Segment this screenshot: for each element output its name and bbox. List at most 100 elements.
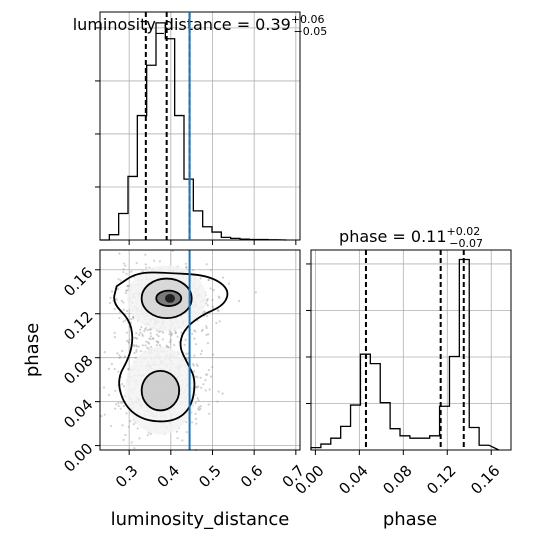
scatter-point	[191, 332, 194, 335]
phase-hist-xtick-label-1: 0.04	[335, 462, 371, 498]
scatter-point	[147, 342, 151, 345]
scatter-point	[208, 388, 211, 391]
scatter-point	[162, 331, 165, 334]
scatter-point	[149, 328, 152, 331]
scatter-point	[205, 326, 208, 330]
scatter-point	[103, 413, 106, 416]
scatter-point	[211, 298, 214, 302]
scatter-point	[211, 365, 214, 369]
scatter-point	[208, 412, 211, 415]
scatter-point	[125, 289, 128, 292]
scatter-point	[108, 301, 112, 305]
scatter-point	[119, 401, 122, 404]
scatter-point	[135, 337, 139, 340]
scatter-point	[145, 266, 148, 269]
scatter-point	[124, 264, 127, 267]
scatter-point	[116, 287, 120, 291]
scatter-point	[174, 331, 178, 334]
scatter-point	[110, 290, 114, 293]
scatter-point	[139, 331, 142, 334]
scatter-point	[175, 430, 179, 433]
scatter-point	[199, 405, 202, 408]
scatter-point	[217, 295, 220, 298]
phase-hist-frame	[310, 249, 512, 451]
scatter-point	[109, 424, 113, 428]
scatter-point	[146, 433, 149, 437]
scatter-ytick-label-3: 0.12	[60, 308, 96, 344]
scatter-point	[110, 363, 114, 366]
scatter-point	[118, 316, 121, 320]
scatter-point	[114, 403, 118, 406]
scatter-point	[152, 337, 155, 340]
scatter-point	[121, 382, 124, 386]
scatter-point	[192, 269, 195, 272]
density-contour-1	[140, 369, 181, 412]
scatter-point	[218, 296, 221, 299]
y-axis-label-phase: phase	[22, 323, 43, 377]
scatter-point	[127, 341, 130, 344]
scatter-point	[198, 408, 201, 412]
scatter-point	[216, 400, 219, 403]
scatter-point	[103, 351, 106, 354]
scatter-point	[196, 386, 199, 389]
scatter-point	[200, 349, 204, 353]
scatter-point	[133, 345, 136, 348]
scatter-point	[126, 285, 130, 288]
scatter-ytick-label-4: 0.16	[60, 264, 96, 300]
scatter-point	[135, 332, 138, 335]
scatter-xtick-label-2: 0.5	[195, 462, 225, 492]
scatter-point	[117, 278, 120, 281]
ld-hist-title-main: luminosity_distance = 0.39	[73, 15, 291, 35]
scatter-point	[132, 317, 135, 320]
scatter-point	[117, 370, 120, 373]
scatter-point	[155, 333, 159, 336]
scatter-point	[148, 266, 151, 269]
scatter-point	[125, 331, 128, 334]
scatter-point	[202, 383, 205, 386]
scatter-point	[157, 341, 160, 344]
scatter-point	[144, 263, 147, 266]
scatter-point	[254, 291, 257, 294]
scatter-point	[197, 399, 200, 402]
scatter-point	[217, 310, 220, 313]
scatter-point	[197, 407, 200, 410]
scatter-point	[150, 345, 153, 349]
scatter-point	[140, 325, 143, 329]
scatter-point	[146, 329, 149, 332]
scatter-point	[130, 318, 133, 321]
scatter-point	[191, 362, 195, 366]
scatter-point	[133, 336, 136, 339]
scatter-point	[136, 427, 139, 430]
scatter-point	[199, 352, 203, 356]
scatter-point	[113, 308, 116, 311]
scatter-point	[155, 340, 158, 343]
scatter-point	[185, 265, 188, 268]
scatter-point	[210, 375, 213, 378]
scatter-point	[158, 260, 161, 263]
scatter-point	[135, 261, 138, 265]
scatter-point	[127, 425, 130, 428]
scatter-point	[193, 329, 196, 332]
scatter-point	[153, 259, 156, 262]
scatter-point	[126, 289, 129, 292]
scatter-point	[200, 386, 203, 389]
scatter-point	[144, 328, 147, 331]
x-axis-label-phase: phase	[383, 509, 437, 530]
scatter-point	[216, 308, 219, 312]
scatter-point	[196, 376, 199, 379]
scatter-point	[113, 367, 116, 371]
scatter-point	[194, 401, 197, 404]
scatter-point	[113, 336, 116, 339]
scatter-point	[100, 414, 103, 418]
scatter-point	[211, 305, 214, 308]
scatter-point	[139, 350, 143, 353]
scatter-point	[124, 291, 127, 295]
scatter-point	[194, 330, 197, 333]
scatter-xtick-label-3: 0.6	[237, 462, 267, 492]
scatter-point	[148, 328, 151, 331]
scatter-point	[203, 310, 207, 313]
scatter-point	[157, 330, 161, 334]
scatter-point	[121, 401, 124, 404]
scatter-point	[126, 309, 129, 313]
